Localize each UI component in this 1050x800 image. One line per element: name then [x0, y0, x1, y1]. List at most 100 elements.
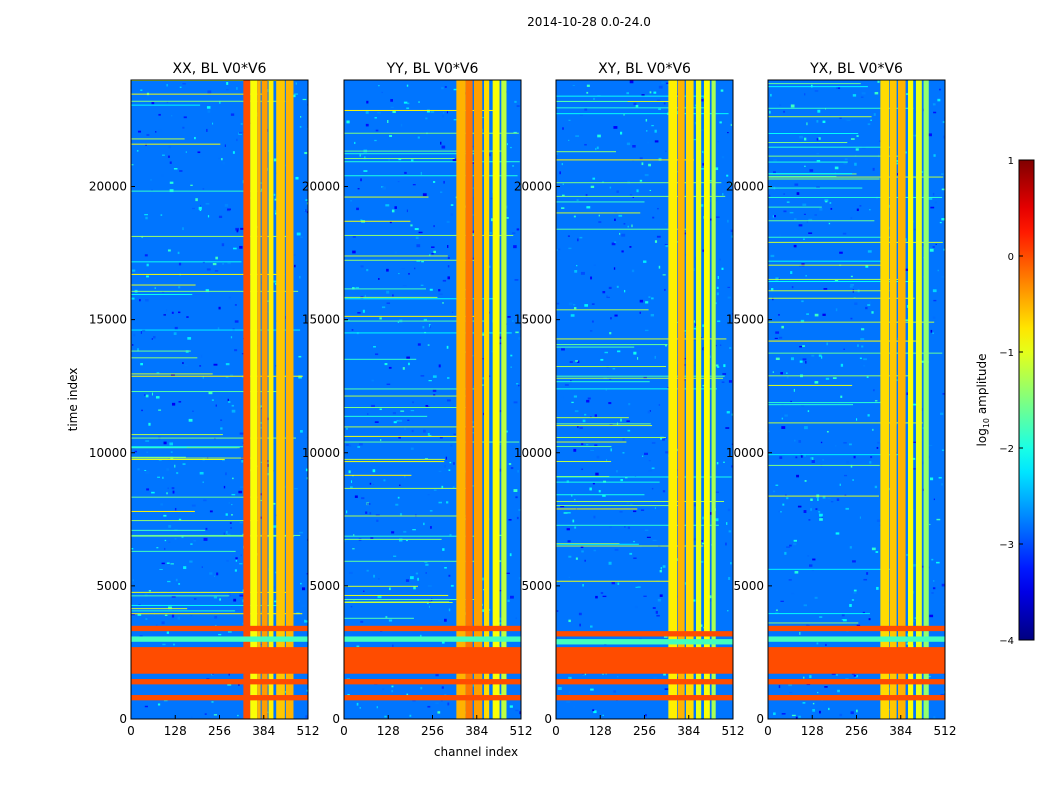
- noise-pixel: [359, 443, 363, 446]
- noise-pixel: [274, 283, 278, 285]
- noise-pixel: [442, 556, 444, 559]
- noise-pixel: [404, 475, 406, 478]
- noise-pixel: [809, 564, 813, 567]
- noise-pixel: [835, 674, 838, 676]
- noise-pixel: [730, 229, 733, 232]
- noise-pixel: [932, 192, 935, 196]
- noise-pixel: [170, 373, 175, 376]
- noise-pixel: [593, 549, 597, 552]
- noise-pixel: [701, 98, 704, 102]
- noise-pixel: [155, 131, 157, 133]
- noise-pixel: [218, 157, 220, 160]
- noise-pixel: [647, 141, 649, 144]
- noise-pixel: [168, 606, 172, 610]
- noise-pixel: [816, 159, 821, 162]
- noise-pixel: [838, 87, 841, 89]
- rfi-streak: [556, 107, 709, 109]
- noise-pixel: [381, 91, 383, 94]
- rfi-streak: [131, 93, 265, 95]
- noise-pixel: [619, 131, 623, 135]
- noise-pixel: [182, 82, 186, 85]
- noise-pixel: [219, 598, 221, 601]
- noise-pixel: [810, 498, 813, 501]
- noise-pixel: [352, 250, 356, 254]
- noise-pixel: [167, 249, 171, 252]
- noise-pixel: [814, 381, 819, 384]
- noise-pixel: [933, 299, 937, 302]
- noise-pixel: [614, 314, 618, 317]
- rfi-streak: [768, 464, 880, 466]
- y-tick-label: 15000: [726, 313, 764, 327]
- noise-pixel: [228, 400, 231, 403]
- noise-pixel: [292, 94, 296, 98]
- noise-pixel: [651, 441, 656, 444]
- rfi-streak: [344, 458, 445, 460]
- x-tick-label: 512: [722, 724, 745, 738]
- noise-pixel: [781, 426, 786, 429]
- noise-pixel: [637, 357, 639, 360]
- noise-pixel: [178, 583, 181, 585]
- noise-pixel: [355, 286, 359, 289]
- noise-pixel: [794, 439, 796, 442]
- noise-pixel: [236, 138, 238, 142]
- noise-pixel: [171, 487, 175, 490]
- rfi-streak: [131, 261, 242, 263]
- noise-pixel: [803, 604, 808, 607]
- noise-pixel: [651, 487, 654, 490]
- noise-pixel: [700, 168, 705, 170]
- noise-pixel: [942, 121, 945, 124]
- noise-pixel: [144, 254, 148, 257]
- noise-pixel: [304, 151, 308, 155]
- noise-pixel: [240, 554, 242, 557]
- noise-pixel: [422, 193, 427, 197]
- noise-pixel: [401, 268, 405, 270]
- noise-pixel: [912, 564, 916, 567]
- noise-pixel: [716, 286, 719, 290]
- y-tick-label: 5000: [96, 579, 127, 593]
- rfi-streak: [344, 560, 475, 562]
- rfi-streak: [131, 591, 287, 593]
- noise-pixel: [861, 345, 864, 348]
- noise-pixel: [516, 383, 519, 385]
- noise-pixel: [617, 582, 620, 585]
- noise-pixel: [472, 258, 476, 261]
- rfi-streak: [768, 206, 822, 208]
- noise-pixel: [936, 561, 940, 564]
- noise-pixel: [376, 706, 379, 709]
- noise-pixel: [266, 417, 270, 421]
- rfi-streak: [344, 220, 411, 222]
- rfi-streak: [768, 161, 848, 163]
- rfi-streak: [131, 273, 285, 275]
- noise-pixel: [826, 342, 828, 346]
- noise-pixel: [259, 516, 263, 519]
- noise-pixel: [798, 715, 801, 718]
- rfi-streak: [344, 388, 481, 390]
- noise-pixel: [841, 619, 844, 621]
- noise-pixel: [660, 567, 663, 570]
- noise-pixel: [803, 213, 806, 215]
- colorbar-tick-label: 1: [1008, 156, 1014, 167]
- noise-pixel: [635, 104, 639, 108]
- noise-pixel: [386, 268, 389, 272]
- noise-pixel: [349, 486, 353, 488]
- noise-pixel: [433, 394, 436, 397]
- noise-pixel: [489, 608, 491, 611]
- noise-pixel: [568, 676, 572, 680]
- noise-pixel: [708, 595, 712, 599]
- noise-pixel: [652, 607, 656, 609]
- noise-pixel: [929, 248, 934, 252]
- noise-pixel: [227, 208, 231, 211]
- noise-pixel: [795, 456, 798, 459]
- x-tick-label: 256: [845, 724, 868, 738]
- noise-pixel: [499, 342, 502, 345]
- noise-pixel: [518, 577, 521, 580]
- noise-pixel: [427, 705, 431, 708]
- noise-pixel: [132, 344, 134, 346]
- noise-pixel: [568, 302, 573, 306]
- noise-pixel: [166, 492, 168, 495]
- noise-pixel: [702, 384, 705, 387]
- noise-pixel: [589, 487, 592, 491]
- noise-pixel: [876, 519, 881, 522]
- noise-pixel: [168, 145, 171, 149]
- noise-pixel: [664, 688, 669, 690]
